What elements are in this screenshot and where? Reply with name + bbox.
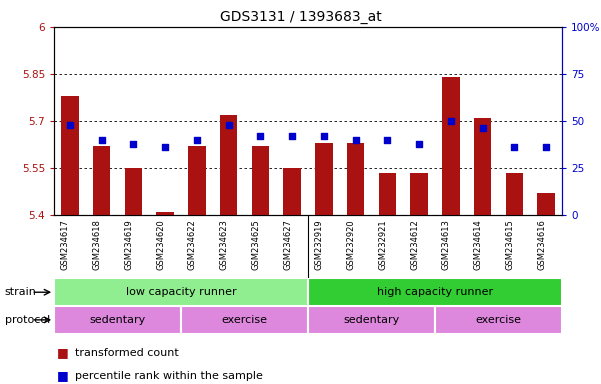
Point — [478, 126, 487, 132]
Point — [192, 137, 202, 143]
Bar — [435, 306, 562, 334]
Point — [160, 144, 170, 151]
Text: GSM234625: GSM234625 — [251, 220, 260, 270]
Text: GSM234623: GSM234623 — [219, 220, 228, 270]
Bar — [54, 278, 308, 306]
Point — [383, 137, 392, 143]
Bar — [93, 146, 111, 215]
Text: GSM234618: GSM234618 — [93, 220, 102, 270]
Text: sedentary: sedentary — [90, 315, 145, 325]
Bar — [442, 77, 460, 215]
Text: GSM234620: GSM234620 — [156, 220, 165, 270]
Text: high capacity runner: high capacity runner — [377, 287, 493, 297]
Text: ■: ■ — [57, 369, 69, 382]
Point — [351, 137, 361, 143]
Point — [287, 133, 297, 139]
Bar — [505, 173, 523, 215]
Bar — [54, 306, 181, 334]
Bar — [308, 278, 562, 306]
Bar — [308, 306, 435, 334]
Text: GSM234622: GSM234622 — [188, 220, 197, 270]
Text: GSM234615: GSM234615 — [505, 220, 514, 270]
Bar — [474, 118, 491, 215]
Point — [319, 133, 329, 139]
Point — [446, 118, 456, 124]
Text: GSM234619: GSM234619 — [124, 220, 133, 270]
Point — [255, 133, 265, 139]
Text: sedentary: sedentary — [343, 315, 400, 325]
Text: GSM234614: GSM234614 — [474, 220, 483, 270]
Text: transformed count: transformed count — [75, 348, 179, 358]
Bar — [347, 143, 364, 215]
Bar — [537, 193, 555, 215]
Point — [97, 137, 106, 143]
Bar — [181, 306, 308, 334]
Bar — [252, 146, 269, 215]
Text: exercise: exercise — [475, 315, 522, 325]
Text: GSM234612: GSM234612 — [410, 220, 419, 270]
Point — [510, 144, 519, 151]
Text: GSM232920: GSM232920 — [347, 220, 356, 270]
Bar — [156, 212, 174, 215]
Text: low capacity runner: low capacity runner — [126, 287, 236, 297]
Bar — [188, 146, 206, 215]
Text: GSM234627: GSM234627 — [283, 220, 292, 270]
Text: ■: ■ — [57, 346, 69, 359]
Text: protocol: protocol — [5, 315, 50, 325]
Bar — [315, 143, 332, 215]
Point — [129, 141, 138, 147]
Point — [65, 122, 75, 128]
Text: GSM232919: GSM232919 — [315, 220, 324, 270]
Point — [414, 141, 424, 147]
Text: GSM232921: GSM232921 — [379, 220, 388, 270]
Text: GSM234617: GSM234617 — [61, 220, 70, 270]
Text: GSM234616: GSM234616 — [537, 220, 546, 270]
Point — [542, 144, 551, 151]
Text: GSM234613: GSM234613 — [442, 220, 451, 270]
Bar — [410, 173, 428, 215]
Text: GDS3131 / 1393683_at: GDS3131 / 1393683_at — [219, 10, 382, 23]
Bar — [61, 96, 79, 215]
Point — [224, 122, 233, 128]
Bar — [220, 115, 237, 215]
Bar — [125, 168, 142, 215]
Bar — [379, 173, 396, 215]
Text: percentile rank within the sample: percentile rank within the sample — [75, 371, 263, 381]
Text: exercise: exercise — [222, 315, 267, 325]
Text: strain: strain — [5, 287, 37, 297]
Bar — [284, 168, 301, 215]
